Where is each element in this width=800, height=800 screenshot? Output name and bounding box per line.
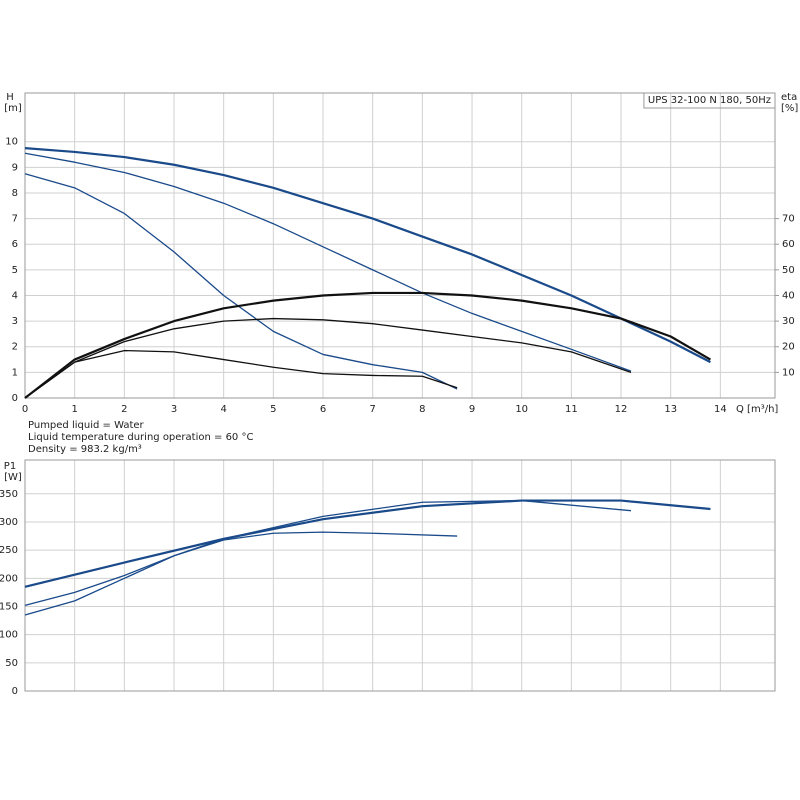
- note: Pumped liquid = Water: [28, 420, 145, 431]
- x-tick-label: 14: [714, 404, 727, 415]
- title-box: [643, 92, 776, 109]
- y-tick-label: 7: [12, 214, 18, 225]
- y-label: P1: [4, 461, 16, 472]
- plot-frame: [24, 459, 776, 692]
- y2-tick-label: 60: [782, 239, 795, 250]
- y-label: H: [6, 92, 14, 103]
- y2-label: eta: [781, 92, 797, 103]
- x-tick-label: 8: [419, 404, 425, 415]
- y-unit: [W]: [4, 472, 22, 483]
- x-tick-label: 2: [121, 404, 127, 415]
- y-tick-label: 5: [12, 265, 18, 276]
- x-tick-label: 0: [22, 404, 28, 415]
- curve: [24, 173, 458, 390]
- y-tick-label: 6: [12, 239, 18, 250]
- y-tick-label: 4: [12, 290, 18, 301]
- y2-tick-label: 20: [782, 342, 795, 353]
- curve: [24, 152, 632, 372]
- note: Density = 983.2 kg/m³: [28, 444, 142, 455]
- plot-frame: [24, 92, 776, 399]
- y-tick-label: 3: [12, 316, 18, 327]
- y2-tick-label: 40: [782, 290, 795, 301]
- x-tick-label: 10: [515, 404, 528, 415]
- x-tick-label: 3: [171, 404, 177, 415]
- y-tick-label: 100: [0, 630, 18, 641]
- x-tick-label: 11: [565, 404, 578, 415]
- y-tick-label: 9: [12, 162, 18, 173]
- x-tick-label: 5: [270, 404, 276, 415]
- curve: [24, 499, 711, 588]
- x-tick-label: 4: [220, 404, 226, 415]
- curve: [24, 531, 458, 616]
- x-tick-label: 9: [469, 404, 475, 415]
- note: Liquid temperature during operation = 60…: [28, 432, 253, 443]
- y-tick-label: 150: [0, 601, 18, 612]
- y-tick-label: 0: [12, 686, 18, 697]
- y-tick-label: 1: [12, 367, 18, 378]
- x-tick-label: 13: [664, 404, 677, 415]
- y-tick-label: 50: [5, 658, 18, 669]
- y-tick-label: 350: [0, 489, 18, 500]
- curve: [24, 147, 711, 364]
- chart-title: UPS 32-100 N 180, 50Hz: [648, 95, 771, 106]
- x-tick-label: 6: [320, 404, 326, 415]
- curve: [24, 499, 632, 606]
- curve: [24, 349, 458, 399]
- x-tick-label: 12: [615, 404, 628, 415]
- y-tick-label: 10: [5, 137, 18, 148]
- y-tick-label: 0: [12, 393, 18, 404]
- x-label: Q [m³/h]: [736, 404, 778, 415]
- y2-tick-label: 30: [782, 316, 795, 327]
- curve: [24, 291, 711, 399]
- y-tick-label: 8: [12, 188, 18, 199]
- y-unit: [m]: [4, 103, 22, 114]
- x-tick-label: 7: [369, 404, 375, 415]
- y-tick-label: 250: [0, 545, 18, 556]
- x-tick-label: 1: [71, 404, 77, 415]
- y-tick-label: 200: [0, 573, 18, 584]
- y2-tick-label: 10: [782, 367, 795, 378]
- y2-tick-label: 50: [782, 265, 795, 276]
- y-tick-label: 2: [12, 342, 18, 353]
- curve: [24, 317, 632, 399]
- y2-tick-label: 70: [782, 214, 795, 225]
- y-tick-label: 300: [0, 517, 18, 528]
- y2-unit: [%]: [781, 103, 798, 114]
